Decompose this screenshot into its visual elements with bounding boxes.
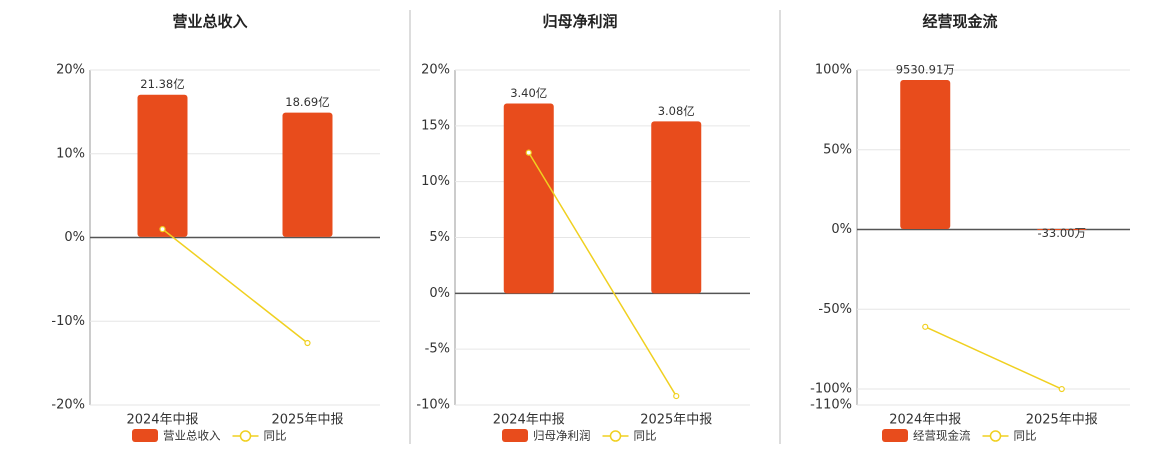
legend-label: 归母净利润 bbox=[533, 429, 591, 443]
line-marker bbox=[159, 226, 166, 233]
legend-label: 营业总收入 bbox=[163, 429, 221, 443]
data-label: 3.40亿 bbox=[510, 86, 547, 100]
data-label: 18.69亿 bbox=[285, 95, 329, 109]
x-tick-label: 2024年中报 bbox=[493, 413, 565, 428]
chart-title: 经营现金流 bbox=[922, 13, 997, 31]
y-tick-label: -100% bbox=[810, 382, 852, 397]
y-tick-label: 15% bbox=[421, 118, 450, 133]
legend-swatch bbox=[239, 430, 252, 442]
y-tick-label: 0% bbox=[429, 286, 450, 301]
line bbox=[162, 228, 308, 344]
line-marker bbox=[673, 392, 680, 400]
data-label: -33.00万 bbox=[1037, 226, 1086, 240]
legend-label: 同比 bbox=[1014, 429, 1037, 443]
legend-swatch bbox=[502, 429, 528, 442]
legend-swatch bbox=[882, 429, 908, 442]
x-tick-label: 2025年中报 bbox=[1026, 413, 1098, 428]
bar bbox=[1036, 228, 1087, 230]
y-tick-label: 100% bbox=[815, 63, 852, 78]
line-marker bbox=[922, 323, 929, 330]
y-tick-label: -10% bbox=[416, 398, 450, 413]
legend-swatch bbox=[989, 430, 1002, 442]
line bbox=[924, 326, 1063, 390]
y-tick-label: 20% bbox=[421, 63, 450, 78]
chart-title: 归母净利润 bbox=[542, 13, 617, 31]
y-tick-label: -5% bbox=[425, 342, 450, 357]
bar bbox=[900, 79, 951, 229]
data-label: 9530.91万 bbox=[896, 62, 955, 76]
bar bbox=[282, 112, 333, 237]
y-tick-label: -10% bbox=[51, 314, 85, 329]
line bbox=[528, 152, 677, 397]
y-tick-label: 20% bbox=[56, 63, 85, 78]
y-tick-label: 50% bbox=[823, 142, 852, 157]
y-tick-label: -110% bbox=[810, 398, 852, 413]
line-marker bbox=[1058, 385, 1065, 393]
y-tick-label: -20% bbox=[51, 398, 85, 413]
legend-label: 同比 bbox=[634, 429, 657, 443]
chart-title: 营业总收入 bbox=[172, 13, 247, 31]
legend-swatch bbox=[132, 429, 158, 442]
legend-label: 同比 bbox=[264, 429, 287, 443]
y-tick-label: 10% bbox=[421, 174, 450, 189]
data-label: 21.38亿 bbox=[140, 77, 184, 91]
x-tick-label: 2024年中报 bbox=[126, 413, 198, 428]
y-tick-label: 0% bbox=[831, 222, 852, 237]
bar bbox=[651, 121, 702, 294]
data-label: 3.08亿 bbox=[658, 104, 695, 118]
bar bbox=[137, 94, 188, 237]
y-tick-label: 5% bbox=[429, 230, 450, 245]
legend-swatch bbox=[609, 430, 622, 442]
y-tick-label: 0% bbox=[64, 230, 85, 245]
legend-label: 经营现金流 bbox=[913, 429, 971, 443]
y-tick-label: 10% bbox=[56, 146, 85, 161]
x-tick-label: 2025年中报 bbox=[271, 413, 343, 428]
line-marker bbox=[304, 339, 311, 347]
bar bbox=[503, 103, 554, 294]
y-tick-label: -50% bbox=[818, 302, 852, 317]
line-marker bbox=[525, 149, 532, 156]
x-tick-label: 2025年中报 bbox=[640, 413, 712, 428]
x-tick-label: 2024年中报 bbox=[889, 413, 961, 428]
